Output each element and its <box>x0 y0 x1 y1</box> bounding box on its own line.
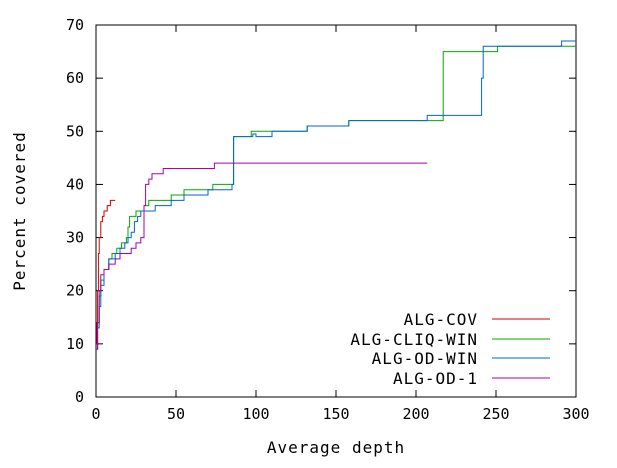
series-lines <box>96 40 576 350</box>
y-axis-title: Percent covered <box>10 131 29 291</box>
x-axis-title: Average depth <box>267 438 405 457</box>
plot-frame <box>95 24 577 398</box>
series-line-alg-cov <box>96 199 116 345</box>
x-tick-label: 200 <box>402 405 429 423</box>
y-tick-label: 10 <box>66 335 84 353</box>
y-tick-label: 30 <box>66 229 84 247</box>
x-tick-label: 150 <box>322 405 349 423</box>
series-line-alg-od-1 <box>96 162 428 350</box>
y-tick-label: 60 <box>66 69 84 87</box>
y-tick-label: 40 <box>66 175 84 193</box>
y-tick-label: 20 <box>66 282 84 300</box>
x-tick-label: 300 <box>562 405 589 423</box>
x-tick-label: 50 <box>167 405 185 423</box>
legend-label-alg-od-win: ALG-OD-WIN <box>372 349 478 368</box>
axis-ticks <box>95 24 577 398</box>
tick-labels: 0 50 100 150 200 250 300 0 10 20 30 40 50 60 70 <box>66 16 590 423</box>
x-tick-label: 0 <box>91 405 100 423</box>
y-tick-label: 70 <box>66 16 84 34</box>
series-line-alg-od-win <box>96 40 576 350</box>
legend-label-alg-od-1: ALG-OD-1 <box>393 369 478 388</box>
legend-label-alg-cliq-win: ALG-CLIQ-WIN <box>350 330 478 349</box>
series-line-alg-cliq-win <box>96 45 576 350</box>
legend: ALG-COV ALG-CLIQ-WIN ALG-OD-WIN ALG-OD-1 <box>350 310 550 388</box>
y-tick-label: 0 <box>75 388 84 406</box>
y-tick-label: 50 <box>66 122 84 140</box>
legend-label-alg-cov: ALG-COV <box>404 310 478 329</box>
x-tick-label: 100 <box>242 405 269 423</box>
x-tick-label: 250 <box>482 405 509 423</box>
